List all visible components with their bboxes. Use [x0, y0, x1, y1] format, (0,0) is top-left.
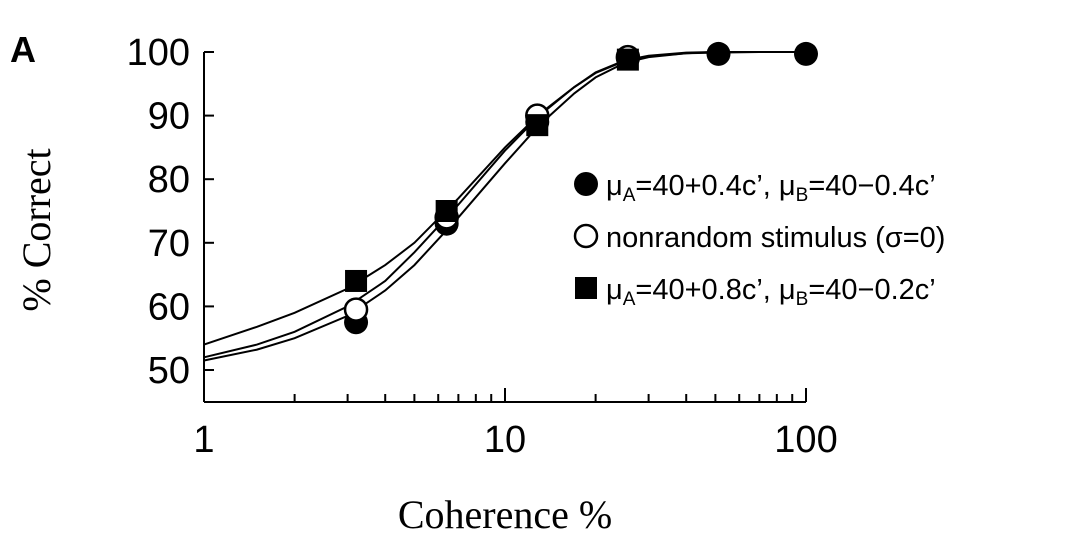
legend-label: μA=40+0.8c’, μB=40−0.2c’ — [606, 274, 936, 310]
x-tick-label: 1 — [193, 419, 214, 461]
legend-marker — [574, 172, 598, 196]
x-tick-label: 10 — [484, 419, 526, 461]
y-tick-label: 70 — [148, 223, 190, 265]
data-point — [616, 48, 639, 71]
x-tick-label: 100 — [774, 419, 837, 461]
y-tick-label: 50 — [148, 350, 190, 392]
data-point — [794, 41, 818, 66]
y-tick-label: 100 — [127, 32, 190, 74]
data-points — [343, 41, 818, 335]
y-tick-label: 90 — [148, 96, 190, 138]
legend-label: nonrandom stimulus (σ=0) — [606, 222, 945, 254]
fit-curve — [203, 51, 806, 362]
legend-label: μA=40+0.4c’, μB=40−0.4c’ — [606, 170, 936, 206]
data-point — [343, 297, 369, 322]
data-point — [526, 114, 549, 137]
y-tick-label: 60 — [148, 286, 190, 328]
y-tick-label: 80 — [148, 159, 190, 201]
data-point — [435, 200, 458, 222]
legend-marker — [575, 277, 597, 299]
legend-marker — [573, 223, 599, 249]
fit-curve — [203, 51, 806, 359]
panel-label: A — [10, 29, 36, 70]
legend: μA=40+0.4c’, μB=40−0.4c’ nonrandom stimul… — [573, 170, 945, 310]
data-point — [345, 269, 368, 292]
y-axis-title: % Correct — [14, 148, 59, 311]
fit-curves — [203, 51, 806, 362]
x-axis-title: Coherence % — [398, 492, 612, 537]
data-point — [706, 41, 731, 66]
